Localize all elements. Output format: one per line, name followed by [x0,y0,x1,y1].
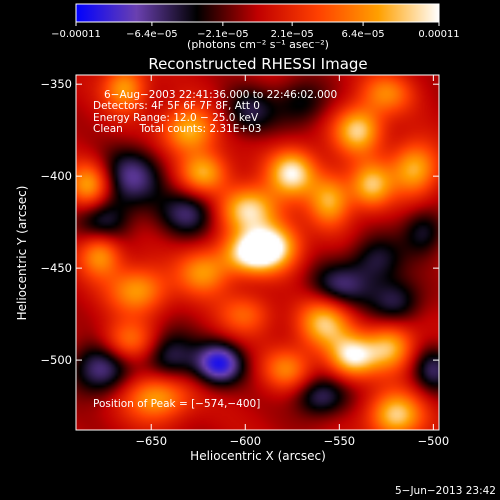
colorbar-tick-label: −0.00011 [51,29,101,40]
colorbar-tick-label: 6.4e−05 [342,29,385,40]
x-tick-label: −600 [229,434,261,448]
x-tick-label: −500 [418,434,450,448]
colorbar-ticks: −0.00011 −6.4e−05 −2.1e−05 2.1e−05 6.4e−05 0.… [51,22,460,40]
x-tick-label: −650 [135,434,167,448]
colorbar [75,3,440,23]
colorbar-tick-label: −2.1e−05 [197,29,249,40]
footer-timestamp: 5−Jun−2013 23:42 [395,485,496,497]
colorbar-tick-label: 2.1e−05 [271,29,314,40]
annotation-time-range: 6−Aug−2003 22:41:36.000 to 22:46:02.000 [104,89,337,101]
x-tick-label: −550 [324,434,356,448]
chart-title: Reconstructed RHESSI Image [148,55,367,73]
x-axis-label: Heliocentric X (arcsec) [190,449,326,463]
annotation-detectors: Detectors: 4F 5F 6F 7F 8F, Att 0 [93,100,260,112]
y-tick-label: −450 [40,261,72,275]
y-axis-label: Heliocentric Y (arcsec) [15,186,29,321]
y-tick-label: −350 [40,77,72,91]
y-tick-label: −400 [40,169,72,183]
colorbar-tick-label: −6.4e−05 [126,29,178,40]
annotation-clean-counts: Clean Total counts: 2.31E+03 [93,123,262,135]
colorbar-tick-label: 0.00011 [418,29,459,40]
y-axis-ticks: −350 −400 −450 −500 [40,77,439,367]
plot-frame [75,74,440,431]
annotation-energy-range: Energy Range: 12.0 − 25.0 keV [93,112,259,124]
annotation-peak-position: Position of Peak = [−574,−400] [93,398,260,410]
x-axis-ticks: −650 −600 −550 −500 [135,75,449,448]
y-tick-label: −500 [40,353,72,367]
colorbar-unit-label: (photons cm⁻² s⁻¹ asec⁻²) [187,38,329,51]
heatmap-image [76,75,439,430]
